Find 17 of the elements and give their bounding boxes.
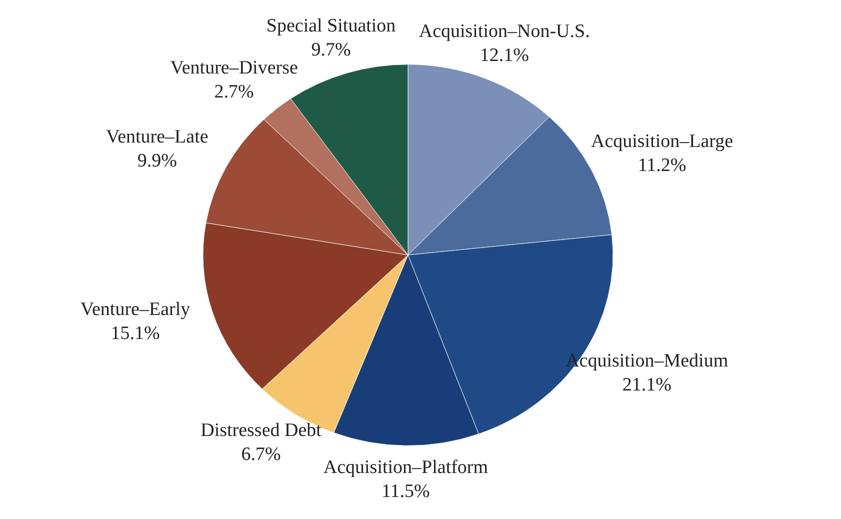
data-label: 15.1%	[110, 322, 160, 344]
slice-label: Venture–Late	[106, 126, 208, 148]
slice-label: Venture–Early	[80, 298, 191, 320]
data-label: 12.1%	[480, 45, 530, 66]
data-label: 11.2%	[638, 154, 686, 176]
data-label: 9.7%	[311, 39, 351, 60]
slice-label: Venture–Diverse	[170, 57, 298, 78]
data-label: 2.7%	[214, 81, 254, 102]
slice-label: Acquisition–Platform	[323, 456, 488, 478]
slice-label: Distressed Debt	[200, 420, 322, 441]
slice-label: Special Situation	[266, 15, 396, 36]
data-label: 6.7%	[241, 444, 281, 465]
data-label: 11.5%	[382, 480, 430, 502]
data-label: 9.9%	[137, 150, 178, 172]
slice-label: Acquisition–Large	[591, 130, 734, 152]
slice-label: Acquisition–Non-U.S.	[418, 21, 590, 42]
data-label: 21.1%	[622, 374, 672, 396]
